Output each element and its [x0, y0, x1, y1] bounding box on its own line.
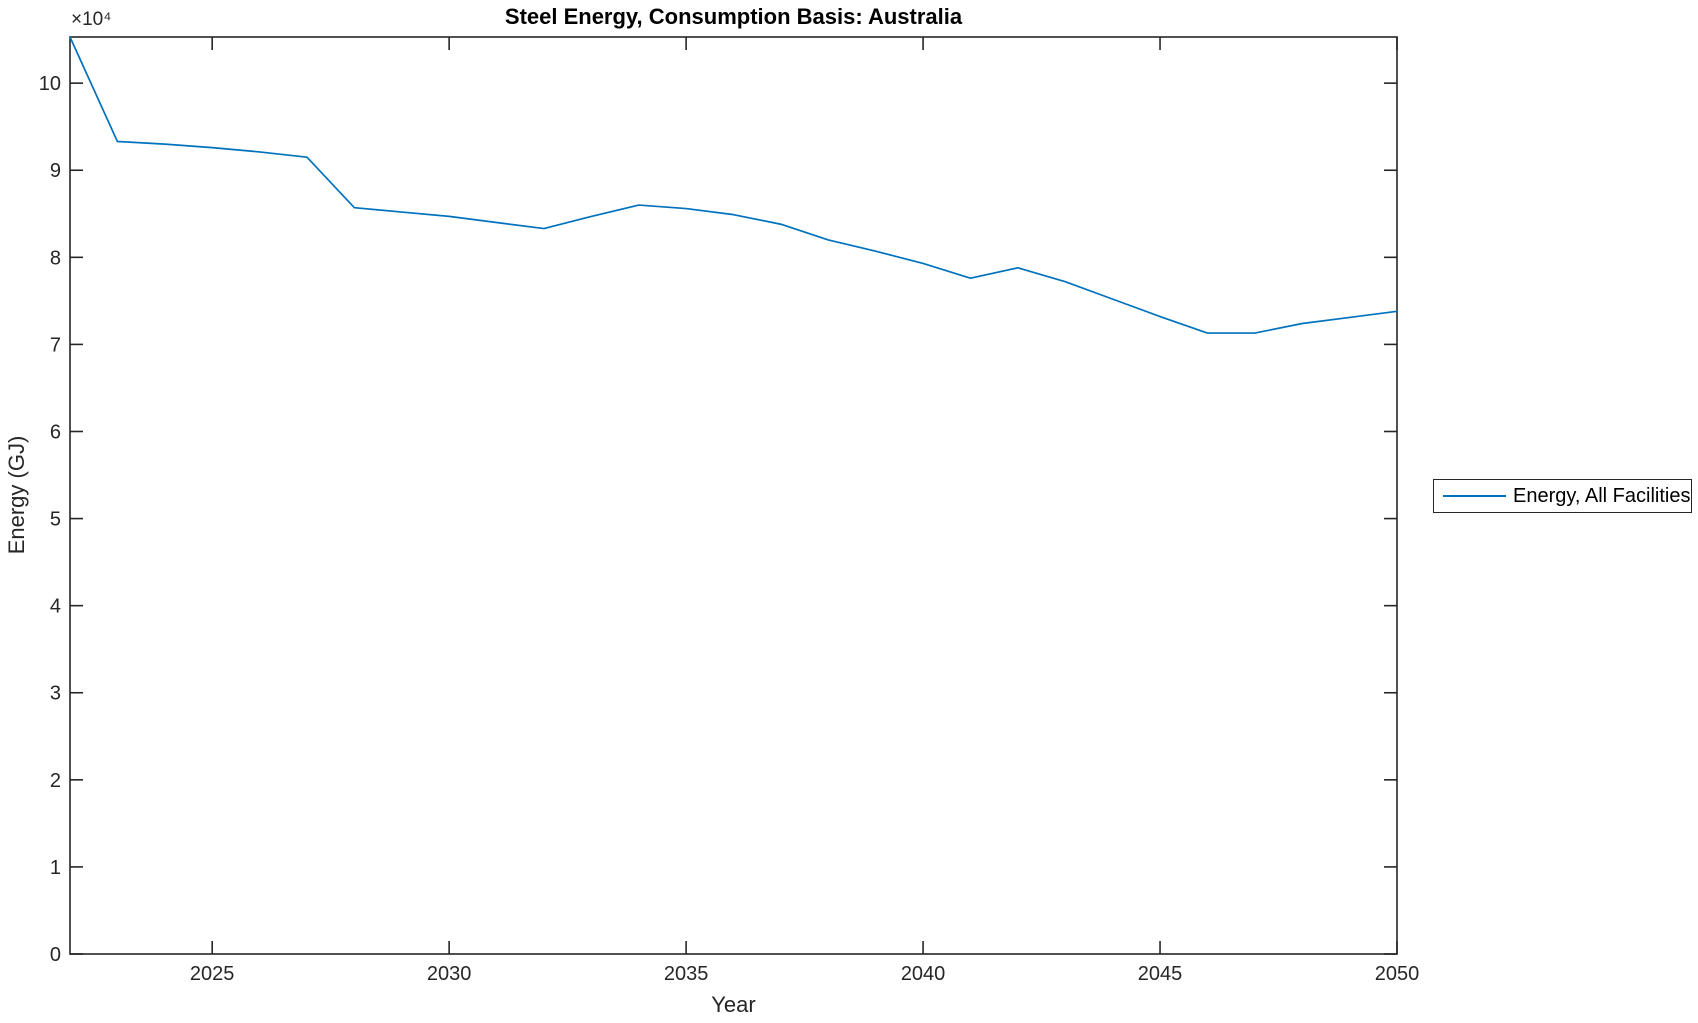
y-tick-label: 10	[39, 73, 61, 95]
chart-title: Steel Energy, Consumption Basis: Austral…	[504, 4, 963, 29]
y-axis-multiplier: ×10⁴	[71, 9, 112, 30]
x-tick-label: 2030	[427, 963, 472, 985]
legend-box: Energy, All Facilities	[1433, 479, 1692, 513]
x-tick-label: 2040	[901, 963, 946, 985]
x-axis-label: Year	[711, 992, 756, 1017]
y-tick-label: 9	[50, 160, 61, 182]
x-tick-label: 2050	[1375, 963, 1420, 985]
series-line	[69, 36, 1398, 334]
y-axis-label: Energy (GJ)	[4, 435, 29, 555]
y-tick-label: 7	[50, 334, 61, 356]
legend-line-sample	[1443, 495, 1506, 497]
y-tick-label: 3	[50, 683, 61, 705]
y-tick-label: 2	[50, 770, 61, 792]
legend-entry-label: Energy, All Facilities	[1513, 484, 1691, 507]
y-tick-label: 4	[50, 596, 61, 618]
y-tick-label: 8	[50, 247, 61, 269]
x-tick-label: 2045	[1138, 963, 1183, 985]
axes-box	[69, 36, 1398, 955]
y-tick-label: 1	[50, 857, 61, 879]
y-tick-label: 5	[50, 509, 61, 531]
y-tick-label: 0	[50, 944, 61, 966]
y-tick-label: 6	[50, 421, 61, 443]
x-tick-label: 2035	[664, 963, 709, 985]
x-tick-label: 2025	[190, 963, 235, 985]
